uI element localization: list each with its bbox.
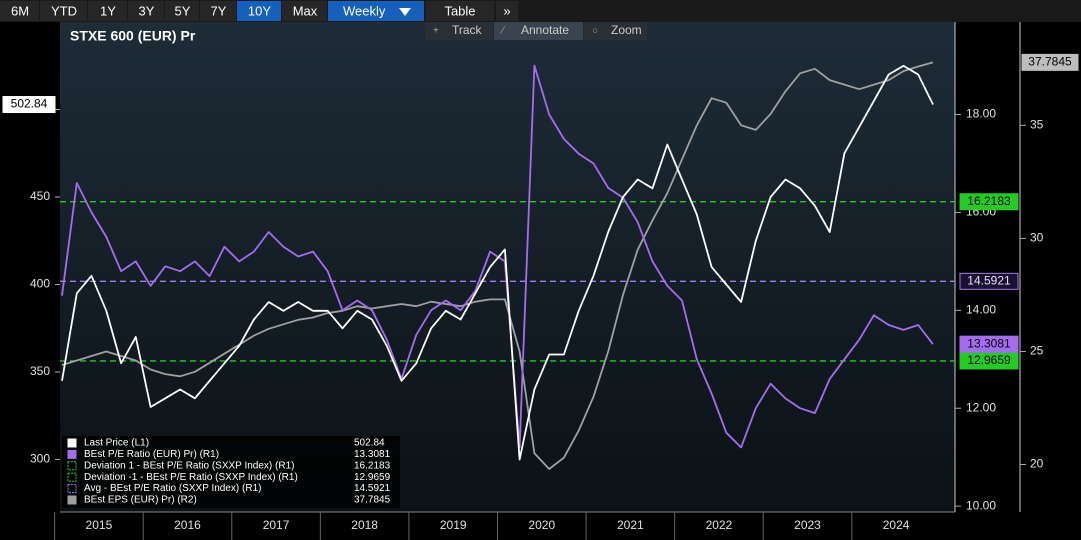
legend-label: Avg - BEst P/E Ratio (SXXP Index) (R1) [84, 483, 261, 494]
avg-tag-label: 14.5921 [967, 274, 1011, 288]
legend-swatch [67, 472, 77, 482]
pe-tag [959, 335, 1019, 353]
x-tick-label: 2019 [440, 518, 467, 532]
series-line [61, 64, 934, 461]
series-line [61, 64, 934, 449]
legend-swatch [67, 438, 77, 448]
legend-value: 14.5921 [354, 483, 391, 494]
y-tick-label: 450 [30, 189, 50, 203]
range-label[interactable]: 5Y [175, 3, 191, 18]
deviation-tag-label: 12.9659 [967, 353, 1011, 367]
range-button[interactable] [0, 1, 39, 21]
price-tag [2, 96, 56, 114]
legend-label: BEst P/E Ratio (EUR) Pr) (R1) [84, 449, 219, 460]
range-label[interactable]: 10Y [248, 3, 271, 18]
price-tag-label: 502.84 [11, 97, 48, 111]
range-label[interactable]: 3Y [139, 3, 155, 18]
legend-label: Last Price (L1) [84, 438, 149, 449]
deviation-tag [959, 193, 1019, 211]
range-button[interactable] [40, 1, 87, 21]
legend-value: 13.3081 [354, 449, 391, 460]
range-label[interactable]: YTD [51, 3, 77, 18]
legend-value: 37.7845 [354, 495, 391, 506]
y3-tick-label: 30 [1030, 231, 1044, 245]
tool-button[interactable] [425, 22, 493, 40]
y-tick-label: 300 [30, 452, 50, 466]
more-button[interactable] [496, 1, 518, 21]
y2-tick-label: 12.00 [966, 400, 996, 414]
table-label[interactable]: Table [444, 3, 475, 18]
y3-tick-label: 25 [1030, 344, 1044, 358]
tool-label[interactable]: Annotate [521, 23, 569, 37]
y3-tick-label: 20 [1030, 457, 1044, 471]
frequency-button[interactable] [328, 1, 424, 21]
plot-area [60, 22, 955, 512]
x-tick-label: 2023 [794, 518, 821, 532]
x-tick-label: 2024 [883, 518, 910, 532]
y2-tick-label: 10.00 [966, 498, 996, 512]
y2-tick-label: 14.00 [966, 302, 996, 316]
tool-label[interactable]: Zoom [611, 23, 642, 37]
legend-swatch [67, 484, 77, 494]
y-tick-label: 400 [30, 277, 50, 291]
range-button[interactable] [165, 1, 199, 21]
eps-tag-label: 37.7845 [1028, 55, 1072, 69]
x-tick-label: 2017 [263, 518, 290, 532]
tool-button[interactable] [584, 22, 647, 40]
deviation-tag [959, 352, 1019, 370]
range-button[interactable] [128, 1, 164, 21]
y2-tick-label: 18.00 [966, 107, 996, 121]
legend-label: Deviation 1 - BEst P/E Ratio (SXXP Index… [84, 460, 294, 471]
eps-tag [1021, 53, 1079, 71]
range-button[interactable] [282, 1, 327, 21]
range-button[interactable] [237, 1, 281, 21]
x-tick-label: 2016 [174, 518, 201, 532]
range-button[interactable] [200, 1, 236, 21]
legend-label: BEst EPS (EUR) Pr) (R2) [84, 495, 197, 506]
legend-label: Deviation -1 - BEst P/E Ratio (SXXP Inde… [84, 472, 298, 483]
x-tick-label: 2018 [351, 518, 378, 532]
legend-value: 12.9659 [354, 472, 391, 483]
range-label[interactable]: 1Y [100, 3, 116, 18]
table-button[interactable] [426, 1, 494, 21]
x-tick-label: 2022 [706, 518, 733, 532]
legend-value: 502.84 [354, 438, 385, 449]
legend-value: 16.2183 [354, 460, 391, 471]
legend-swatch [67, 495, 77, 505]
range-label[interactable]: Max [293, 3, 318, 18]
range-label[interactable]: 6M [11, 3, 29, 18]
series-line [61, 61, 934, 470]
avg-tag [959, 272, 1019, 290]
legend-swatch [67, 461, 77, 471]
dropdown-icon [399, 8, 411, 16]
deviation-tag-label: 16.2183 [967, 194, 1011, 208]
tool-icon: + [433, 26, 439, 37]
chart-title: STXE 600 (EUR) Pr [70, 28, 196, 44]
range-label[interactable]: 7Y [211, 3, 227, 18]
x-tick-label: 2015 [86, 518, 113, 532]
pe-tag-label: 13.3081 [967, 336, 1011, 350]
legend [62, 436, 400, 508]
x-tick-label: 2021 [617, 518, 644, 532]
frequency-label[interactable]: Weekly [343, 3, 386, 18]
tool-button[interactable] [494, 22, 583, 40]
more-label[interactable]: » [503, 3, 510, 18]
range-button[interactable] [88, 1, 127, 21]
legend-swatch [67, 449, 77, 459]
x-tick-label: 2020 [528, 518, 555, 532]
y3-tick-label: 35 [1030, 118, 1044, 132]
tool-icon: ⁄ [499, 26, 505, 37]
tool-icon: ○ [592, 26, 598, 37]
y-tick-label: 350 [30, 364, 50, 378]
tool-label[interactable]: Track [452, 23, 483, 37]
